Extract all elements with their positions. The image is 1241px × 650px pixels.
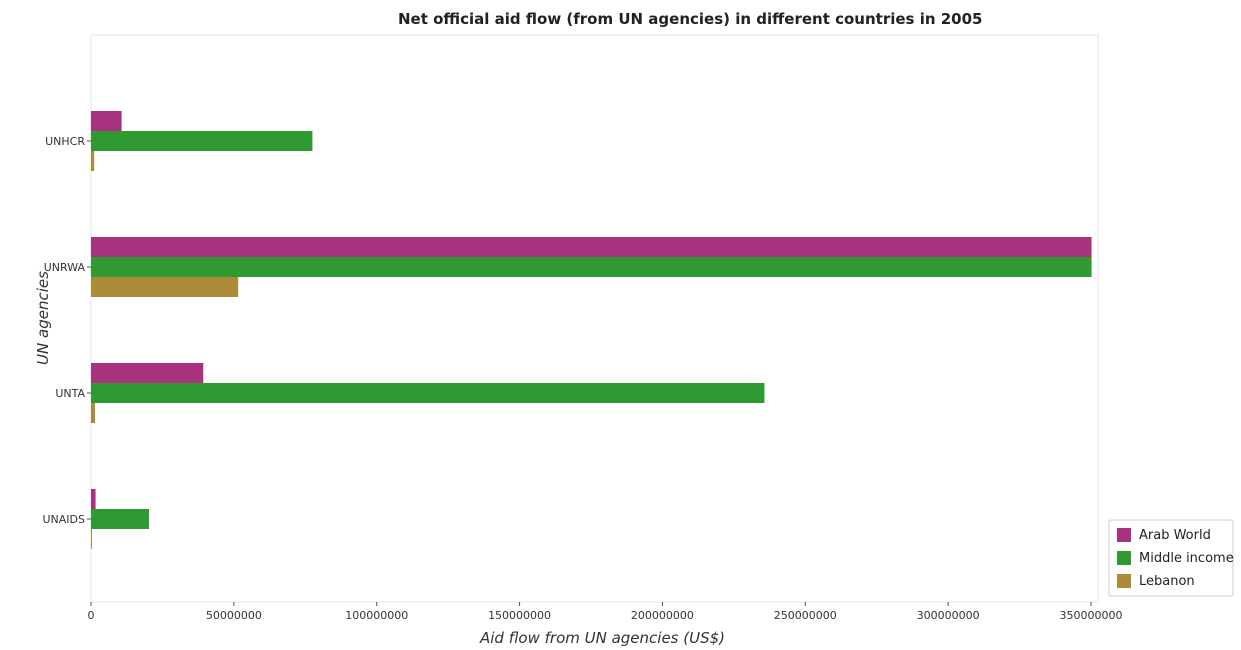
y-tick-label: UNAIDS <box>42 513 85 526</box>
bar-unta-arab-world <box>91 363 204 383</box>
bars-layer <box>91 111 1092 549</box>
bar-unhcr-middle-income <box>91 131 313 151</box>
bar-unhcr-arab-world <box>91 111 122 131</box>
x-tick-label: 100000000 <box>345 609 408 622</box>
bar-unaids-lebanon <box>91 529 92 549</box>
legend-swatch <box>1117 574 1131 588</box>
legend-box <box>1108 519 1234 597</box>
legend-label: Arab World <box>1139 528 1211 543</box>
x-tick-label: 250000000 <box>774 609 837 622</box>
legend-swatch <box>1117 528 1131 542</box>
plot-area <box>90 34 1099 603</box>
legend-label: Lebanon <box>1139 574 1195 589</box>
y-axis-label: UN agencies <box>34 271 52 365</box>
x-axis: 0 50000000 100000000 150000000 200000000 2500… <box>88 602 1123 622</box>
x-tick-label: 350000000 <box>1060 609 1123 622</box>
bar-unaids-arab-world <box>91 489 96 509</box>
legend-swatch <box>1117 551 1131 565</box>
x-tick-label: 150000000 <box>488 609 551 622</box>
x-axis-label: Aid flow from UN agencies (US$) <box>479 629 725 647</box>
bar-unhcr-lebanon <box>91 151 95 171</box>
legend-label: Middle income <box>1139 551 1234 566</box>
bar-unta-middle-income <box>91 383 765 403</box>
x-tick-label: 0 <box>88 609 95 622</box>
chart-title: Net official aid flow (from UN agencies)… <box>398 10 982 28</box>
bar-unrwa-middle-income <box>91 257 1092 277</box>
bar-unta-lebanon <box>91 403 95 423</box>
bar-unrwa-arab-world <box>91 237 1092 257</box>
y-tick-label: UNHCR <box>45 135 85 148</box>
bar-unrwa-lebanon <box>91 277 239 297</box>
y-tick-label: UNTA <box>55 387 85 400</box>
y-axis: UNHCR UNRWA UNTA UNAIDS <box>42 135 91 526</box>
legend: Arab World Middle income Lebanon <box>1108 519 1234 597</box>
x-tick-label: 50000000 <box>206 609 262 622</box>
x-tick-label: 300000000 <box>917 609 980 622</box>
x-tick-label: 200000000 <box>631 609 694 622</box>
bar-unaids-middle-income <box>91 509 149 529</box>
y-tick-label: UNRWA <box>44 261 86 274</box>
